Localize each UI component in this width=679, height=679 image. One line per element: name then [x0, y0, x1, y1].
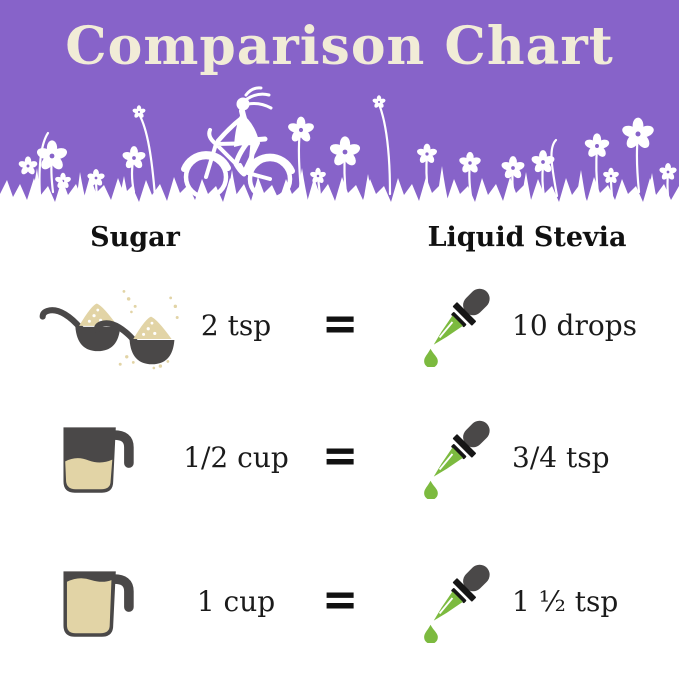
dropper-icon — [388, 559, 512, 643]
teaspoons-sugar-icon — [28, 277, 180, 373]
page-title: Comparison Chart — [65, 16, 614, 77]
equals-cell: = — [292, 301, 388, 348]
sugar-amount: 1/2 cup — [183, 440, 289, 474]
column-header-sugar: Sugar — [90, 222, 180, 253]
sugar-amount: 2 tsp — [200, 308, 272, 342]
conversion-row-1: 2 tsp = 10 drops — [0, 277, 679, 373]
conversion-row-2: 1/2 cup = 3/4 tsp — [0, 409, 679, 505]
sugar-sprinkles — [118, 289, 179, 370]
measuring-cup-full-icon — [28, 560, 180, 642]
equals-cell: = — [292, 433, 388, 480]
measuring-cup-half-full-icon — [28, 416, 180, 498]
dropper-icon — [388, 283, 512, 367]
equals-sign: = — [321, 573, 359, 627]
stevia-amount: 1 ½ tsp — [512, 584, 619, 618]
equals-cell: = — [292, 577, 388, 624]
grass-silhouette — [0, 166, 679, 210]
header-decoration — [0, 0, 679, 210]
equals-sign: = — [321, 429, 359, 483]
sugar-amount: 1 cup — [196, 584, 276, 618]
stevia-amount: 10 drops — [512, 308, 637, 342]
dropper-icon — [388, 415, 512, 499]
conversion-row-3: 1 cup = 1 ½ tsp — [0, 553, 679, 649]
stevia-amount: 3/4 tsp — [512, 440, 610, 474]
column-header-stevia: Liquid Stevia — [427, 222, 627, 253]
equals-sign: = — [321, 297, 359, 351]
